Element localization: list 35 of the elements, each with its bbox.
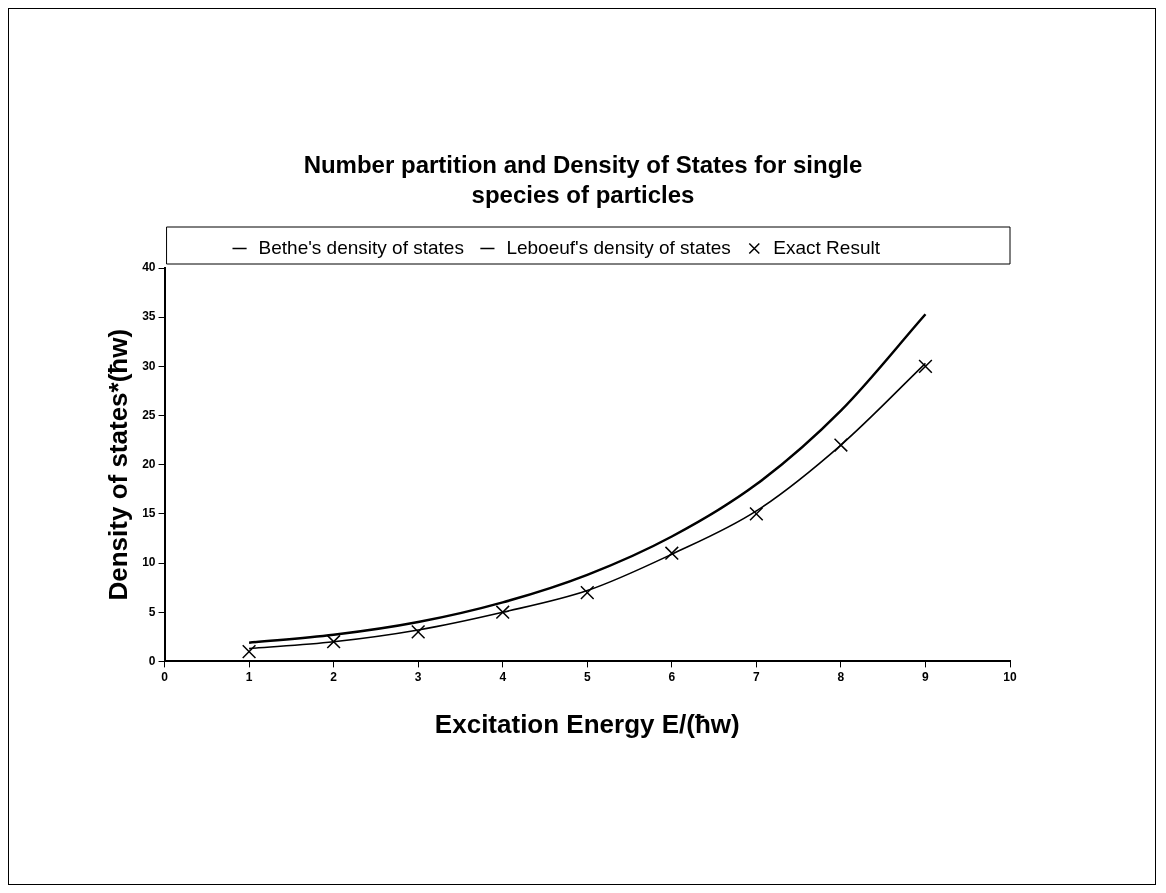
point: [749, 506, 764, 521]
x-tick-label: 1: [245, 669, 253, 684]
y-tick-label: 30: [142, 358, 156, 373]
x-tick-label: 8: [837, 669, 845, 684]
x-tick-label: 2: [330, 669, 338, 684]
x-tick-label: 7: [753, 669, 761, 684]
y-tick-label: 15: [142, 506, 156, 521]
x-tick-label: 6: [668, 669, 676, 684]
point: [411, 624, 426, 640]
y-tick-label: 40: [142, 260, 156, 275]
point: [833, 437, 849, 453]
y-tick-label: 5: [148, 604, 156, 619]
x-axis-title: Excitation Energy E/(ħw): [434, 708, 740, 739]
point: [918, 359, 933, 374]
x-tick-label: 5: [583, 669, 591, 684]
point: [326, 634, 341, 649]
point: [664, 546, 679, 561]
y-tick-label: 35: [142, 309, 156, 324]
point: [495, 605, 510, 620]
y-tick-label: 25: [142, 407, 156, 422]
point: [580, 585, 595, 600]
x-tick-label: 3: [414, 669, 422, 684]
x-tick-label: 0: [161, 669, 169, 684]
legend-label: Exact Result: [773, 236, 881, 258]
y-tick-label: 20: [142, 457, 156, 472]
legend-label: Bethe's density of states: [258, 236, 464, 258]
y-axis-title: Density of states*(ħw): [102, 328, 133, 601]
chart-title: Number partition and Density of States for single species of particles: [302, 150, 864, 210]
point: [241, 644, 257, 659]
x-tick-label: 4: [499, 669, 507, 684]
y-tick-label: 0: [148, 653, 156, 668]
legend-label: Leboeuf's density of states: [506, 236, 731, 258]
y-tick-label: 10: [142, 555, 156, 570]
x-tick-label: 10: [1003, 669, 1017, 684]
x-tick-label: 9: [922, 669, 930, 684]
